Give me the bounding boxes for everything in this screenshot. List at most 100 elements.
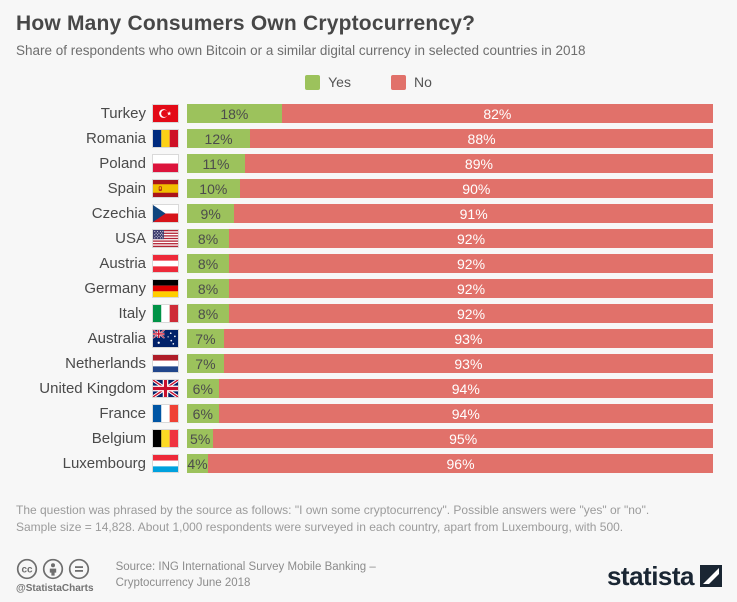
flag-uk-icon: [152, 379, 179, 398]
flag-luxembourg-icon: [152, 454, 179, 473]
flag-spain-icon: [152, 179, 179, 198]
flag-netherlands-icon: [152, 354, 179, 373]
legend-item-yes: Yes: [305, 74, 351, 90]
bar-segment-no: 93%: [223, 329, 713, 348]
bar-segment-no: 88%: [250, 129, 713, 148]
flag-belgium-icon: [152, 429, 179, 448]
bar-segment-no: 96%: [208, 454, 713, 473]
country-label: United Kingdom: [39, 380, 146, 397]
chart-row: United Kingdom 6% 94%: [16, 376, 713, 401]
country-label: France: [99, 405, 146, 422]
chart-row: Turkey 18% 82%: [16, 101, 713, 126]
country-label: Turkey: [100, 105, 146, 122]
bar-segment-no: 94%: [218, 404, 713, 423]
bar-segment-yes: 4%: [187, 454, 209, 473]
country-label: Luxembourg: [62, 455, 146, 472]
bar-track: 12% 88%: [187, 129, 713, 148]
country-label: Czechia: [91, 205, 146, 222]
legend-label-yes: Yes: [328, 74, 351, 90]
chart-row: Italy 8% 92%: [16, 301, 713, 326]
bar-segment-no: 92%: [229, 279, 713, 298]
bar-track: 8% 92%: [187, 304, 713, 323]
statista-logo: statista: [607, 561, 723, 592]
bar-track: 4% 96%: [187, 454, 713, 473]
bar-track: 8% 92%: [187, 254, 713, 273]
flag-poland-icon: [152, 154, 179, 173]
legend-swatch-yes-icon: [305, 74, 321, 90]
country-label: Germany: [84, 280, 146, 297]
footnote: The question was phrased by the source a…: [0, 502, 737, 536]
source-line-1: Source: ING International Survey Mobile …: [115, 561, 376, 574]
bar-segment-yes: 10%: [187, 179, 240, 198]
country-label: Poland: [99, 155, 146, 172]
bar-segment-yes: 6%: [187, 404, 219, 423]
bar-segment-no: 89%: [244, 154, 713, 173]
bar-track: 10% 90%: [187, 179, 713, 198]
chart-row: Netherlands 7% 93%: [16, 351, 713, 376]
bar-segment-no: 95%: [213, 429, 713, 448]
country-label: Romania: [85, 130, 146, 147]
bar-segment-no: 93%: [223, 354, 713, 373]
chart-row: Belgium 5% 95%: [16, 426, 713, 451]
country-label: Italy: [118, 305, 146, 322]
license-block: cc @StatistaCharts: [16, 558, 94, 594]
bar-track: 8% 92%: [187, 279, 713, 298]
chart-row: Austria 8% 92%: [16, 251, 713, 276]
flag-usa-icon: [152, 229, 179, 248]
bar-track: 18% 82%: [187, 104, 713, 123]
bar-segment-no: 91%: [234, 204, 713, 223]
header: How Many Consumers Own Cryptocurrency? S…: [0, 12, 737, 58]
bar-track: 7% 93%: [187, 354, 713, 373]
flag-france-icon: [152, 404, 179, 423]
bar-segment-yes: 8%: [187, 304, 230, 323]
bar-track: 6% 94%: [187, 379, 713, 398]
bar-track: 8% 92%: [187, 229, 713, 248]
footnote-line-1: The question was phrased by the source a…: [16, 503, 650, 517]
flag-turkey-icon: [152, 104, 179, 123]
chart-row: Poland 11% 89%: [16, 151, 713, 176]
bar-segment-yes: 8%: [187, 279, 230, 298]
cc-icon: cc: [16, 558, 38, 580]
bar-segment-yes: 5%: [187, 429, 214, 448]
source-text: Source: ING International Survey Mobile …: [116, 560, 376, 591]
bar-segment-yes: 11%: [187, 154, 245, 173]
bar-segment-yes: 12%: [187, 129, 251, 148]
chart-row: Spain 10% 90%: [16, 176, 713, 201]
flag-czechia-icon: [152, 204, 179, 223]
country-label: USA: [115, 230, 146, 247]
country-label: Belgium: [91, 430, 146, 447]
legend-label-no: No: [413, 74, 432, 90]
chart-row: Australia 7% 93%: [16, 326, 713, 351]
bar-chart: Turkey 18% 82% Romania 12% 88% Poland 11% 89% Spa…: [0, 101, 737, 476]
legend-swatch-no-icon: [390, 74, 406, 90]
cc-icons: cc: [16, 558, 90, 580]
country-label: Austria: [99, 255, 146, 272]
statista-handle: @StatistaCharts: [16, 583, 94, 594]
bar-track: 9% 91%: [187, 204, 713, 223]
bar-segment-no: 90%: [239, 179, 713, 198]
bar-segment-no: 94%: [218, 379, 713, 398]
bar-track: 11% 89%: [187, 154, 713, 173]
flag-austria-icon: [152, 254, 179, 273]
flag-italy-icon: [152, 304, 179, 323]
bar-track: 5% 95%: [187, 429, 713, 448]
chart-row: Czechia 9% 91%: [16, 201, 713, 226]
legend-item-no: No: [390, 74, 432, 90]
chart-row: USA 8% 92%: [16, 226, 713, 251]
bar-track: 7% 93%: [187, 329, 713, 348]
chart-row: France 6% 94%: [16, 401, 713, 426]
flag-germany-icon: [152, 279, 179, 298]
legend: Yes No: [0, 74, 737, 90]
flag-romania-icon: [152, 129, 179, 148]
flag-australia-icon: [152, 329, 179, 348]
country-label: Netherlands: [65, 355, 146, 372]
page-subtitle: Share of respondents who own Bitcoin or …: [16, 43, 586, 58]
bar-segment-yes: 8%: [187, 254, 230, 273]
bottom-bar: cc @StatistaCharts Source: ING Internati…: [16, 558, 723, 594]
bar-segment-yes: 9%: [187, 204, 235, 223]
bar-segment-yes: 6%: [187, 379, 219, 398]
bar-segment-no: 82%: [281, 104, 713, 123]
statista-logo-icon: [699, 564, 723, 588]
bar-segment-yes: 8%: [187, 229, 230, 248]
